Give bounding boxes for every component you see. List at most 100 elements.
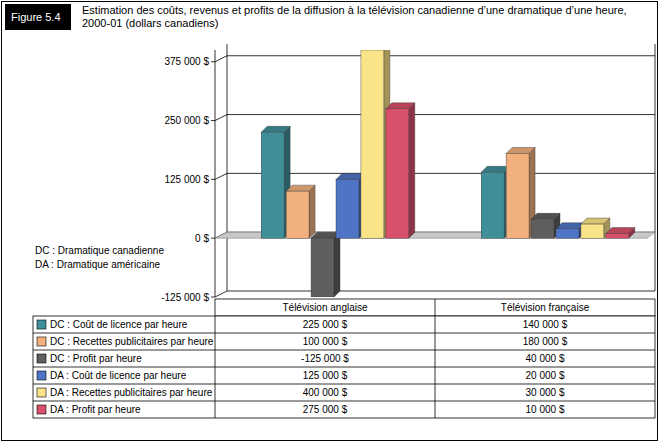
- table-value: -125 000 $: [301, 353, 349, 364]
- y-tick-label: -125 000 $: [161, 292, 209, 303]
- bar-group: [581, 218, 610, 238]
- bar: [386, 109, 409, 238]
- annotation: DC : Dramatique canadienne: [35, 245, 164, 256]
- table-value: 275 000 $: [303, 404, 348, 415]
- bar: [361, 50, 384, 238]
- grid-line-side: [215, 115, 227, 121]
- bar-top: [481, 166, 510, 172]
- chart-svg: -125 000 $ 0 $ 125 000 $ 250 000 $ 375 000 $…: [0, 0, 661, 444]
- table-row-line: [33, 384, 655, 385]
- y-tick: [211, 120, 215, 121]
- bar: [261, 132, 284, 238]
- legend-swatch: [37, 388, 46, 397]
- table-row-line: [33, 350, 655, 351]
- category-label: Télévision anglaise: [282, 302, 367, 313]
- bar: [556, 229, 579, 238]
- table-value: 400 000 $: [303, 387, 348, 398]
- bar: [311, 238, 334, 297]
- y-tick-label: 0 $: [195, 233, 209, 244]
- table-value: 125 000 $: [303, 370, 348, 381]
- table-value: 40 000 $: [526, 353, 565, 364]
- bar-top: [286, 185, 315, 191]
- legend-label: DA : Coût de licence par heure: [50, 370, 187, 381]
- bars: [261, 50, 635, 297]
- bar: [606, 233, 629, 238]
- legend-swatch: [37, 405, 46, 414]
- figure-label: Figure 5.4: [5, 4, 71, 30]
- bar-group: [286, 185, 315, 238]
- y-tick-label: 125 000 $: [165, 174, 210, 185]
- grid-line-side: [215, 173, 227, 179]
- y-tick: [211, 238, 215, 239]
- grid-line-side: [215, 291, 227, 297]
- y-axis: [215, 50, 216, 297]
- bar-group: [311, 232, 340, 297]
- legend-swatch: [37, 354, 46, 363]
- table-value: 180 000 $: [523, 336, 568, 347]
- bar-side: [409, 103, 415, 238]
- bar: [531, 219, 554, 238]
- bar-top: [311, 232, 340, 238]
- bar: [286, 191, 309, 238]
- legend-label: DC : Coût de licence par heure: [50, 319, 188, 330]
- table-value: 30 000 $: [526, 387, 565, 398]
- category-label: Télévision française: [501, 302, 590, 313]
- bar-group: [361, 50, 390, 238]
- data-table: Télévision anglaise Télévision française D…: [33, 299, 655, 418]
- table-row-line: [33, 401, 655, 402]
- table-value: 140 000 $: [523, 319, 568, 330]
- grid: -125 000 $ 0 $ 125 000 $ 250 000 $ 375 000 $: [161, 56, 655, 303]
- back-wall-edge: [227, 44, 228, 291]
- bar-group: [531, 213, 560, 238]
- y-tick: [211, 297, 215, 298]
- bar-top: [606, 227, 635, 233]
- y-tick: [211, 61, 215, 62]
- bar-group: [481, 166, 510, 238]
- bar-group: [556, 223, 585, 238]
- chart-title: Estimation des coûts, revenus et profits…: [82, 4, 652, 30]
- grid-line: [227, 55, 655, 56]
- table-value: 10 000 $: [526, 404, 565, 415]
- annotation: DA : Dramatique américaine: [35, 259, 160, 270]
- legend-swatch: [37, 337, 46, 346]
- table-col-line: [435, 299, 436, 418]
- y-tick-label: 375 000 $: [165, 56, 210, 67]
- bar-top: [556, 223, 585, 229]
- table-value: 20 000 $: [526, 370, 565, 381]
- y-tick-label: 250 000 $: [165, 115, 210, 126]
- bar-top: [581, 218, 610, 224]
- bar-group: [386, 103, 415, 238]
- legend-label: DA : Profit par heure: [50, 404, 141, 415]
- legend-swatch: [37, 371, 46, 380]
- bar-top: [386, 103, 415, 109]
- bar-top: [336, 173, 365, 179]
- bar: [481, 172, 504, 238]
- legend-label: DA : Recettes publicitaires par heure: [50, 387, 213, 398]
- bar: [336, 179, 359, 238]
- bar-group: [606, 227, 635, 238]
- legend-label: DC : Recettes publicitaires par heure: [50, 336, 214, 347]
- bar: [506, 154, 529, 239]
- bar-top: [261, 126, 290, 132]
- grid-line: [227, 173, 655, 174]
- grid-line-side: [215, 56, 227, 62]
- bar-group: [261, 126, 290, 238]
- legend-label: DC : Profit par heure: [50, 353, 142, 364]
- bar-side: [334, 232, 340, 297]
- table-row-line: [33, 333, 655, 334]
- bar-top: [506, 148, 535, 154]
- y-tick: [211, 179, 215, 180]
- table-value: 100 000 $: [303, 336, 348, 347]
- table-body: [33, 316, 655, 418]
- grid-line: [227, 291, 655, 292]
- table-value: 225 000 $: [303, 319, 348, 330]
- bar-group: [336, 173, 365, 238]
- table-row-line: [33, 367, 655, 368]
- legend-swatch: [37, 320, 46, 329]
- back-wall-edge: [655, 44, 656, 291]
- bar: [581, 224, 604, 238]
- bar-side: [309, 185, 315, 238]
- bar-top: [531, 213, 560, 219]
- grid-line: [227, 114, 655, 115]
- bar-group: [506, 148, 535, 239]
